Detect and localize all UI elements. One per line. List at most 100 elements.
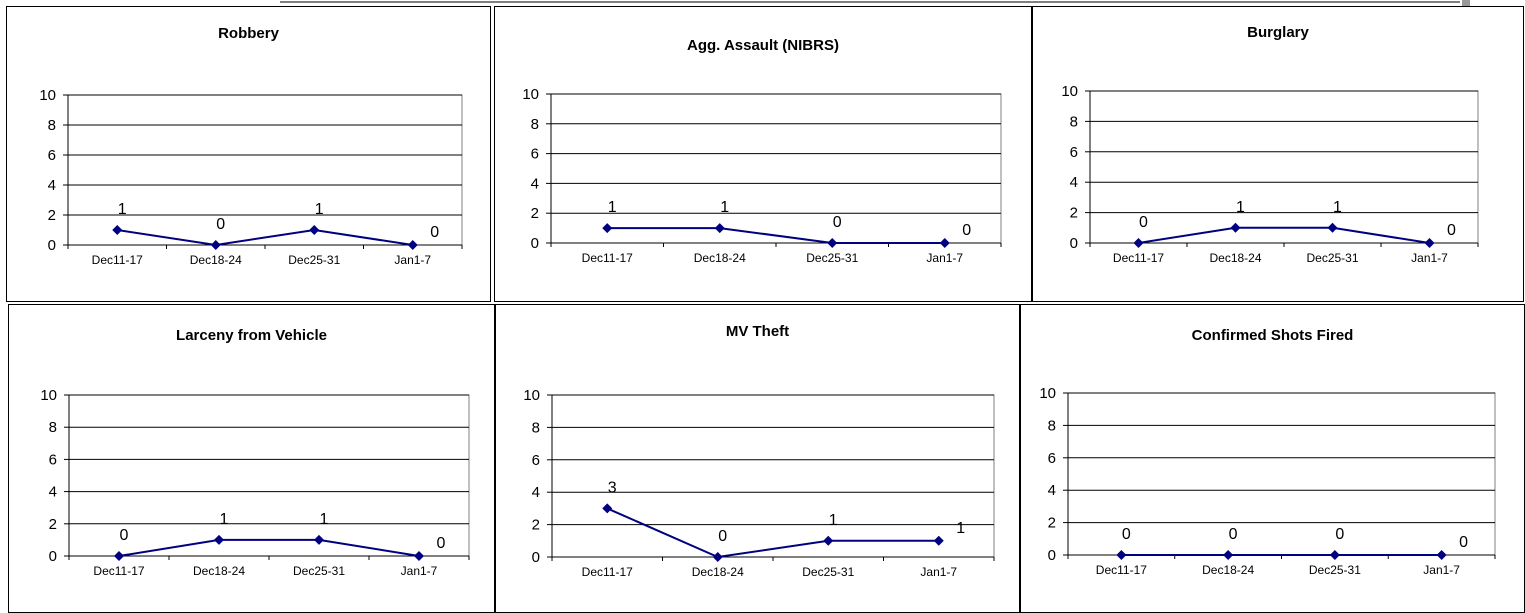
x-tick-label: Dec11-17 bbox=[1096, 563, 1147, 577]
data-point bbox=[112, 225, 123, 235]
data-point bbox=[1327, 222, 1338, 233]
y-tick-label: 4 bbox=[49, 484, 57, 501]
data-point bbox=[1329, 550, 1340, 560]
chart-title: Confirmed Shots Fired bbox=[1191, 327, 1354, 344]
data-point bbox=[407, 240, 418, 250]
x-tick-label: Jan1-7 bbox=[926, 251, 963, 265]
series-line bbox=[606, 507, 939, 559]
data-label: 0 bbox=[962, 222, 971, 239]
y-tick-label: 2 bbox=[48, 207, 56, 224]
y-tick-label: 6 bbox=[531, 146, 539, 163]
plot-area bbox=[551, 394, 995, 558]
data-label: 0 bbox=[216, 216, 225, 233]
data-label: 1 bbox=[829, 512, 838, 529]
plot-area bbox=[68, 394, 470, 557]
y-tick-label: 0 bbox=[49, 548, 57, 565]
data-label: 0 bbox=[437, 535, 446, 552]
y-tick-label: 4 bbox=[48, 177, 56, 194]
chart-panel-mv-theft: MV Theft 0 2 4 6 8 10 Dec11-17 Dec18-24 Dec25-31… bbox=[495, 304, 1020, 613]
y-tick-label: 10 bbox=[522, 86, 539, 103]
y-tick-label: 10 bbox=[1039, 385, 1056, 402]
data-point bbox=[414, 551, 424, 561]
chart-title: Burglary bbox=[1247, 24, 1309, 41]
y-tick-label: 0 bbox=[1070, 235, 1078, 252]
y-tick-label: 6 bbox=[48, 147, 56, 164]
data-label: 1 bbox=[315, 201, 324, 218]
data-point bbox=[1116, 550, 1127, 560]
x-tick-label: Dec11-17 bbox=[93, 564, 144, 578]
y-tick-label: 2 bbox=[49, 516, 57, 533]
x-tick-label: Dec25-31 bbox=[288, 253, 340, 267]
series-line bbox=[607, 227, 945, 244]
chart-svg: 0 2 4 6 8 10 Dec11-17 Dec18-24 Dec25-31 Jan1-7 0 0 0… bbox=[1039, 385, 1496, 577]
x-tick-label: Dec25-31 bbox=[1306, 251, 1358, 265]
data-label: 0 bbox=[718, 528, 727, 545]
data-label: 0 bbox=[430, 224, 439, 241]
data-point bbox=[933, 535, 944, 546]
y-tick-label: 8 bbox=[48, 117, 56, 134]
y-tick-label: 0 bbox=[532, 549, 540, 566]
data-point bbox=[823, 535, 834, 546]
data-point bbox=[827, 238, 838, 248]
x-tick-label: Dec25-31 bbox=[1309, 563, 1361, 577]
y-tick-label: 8 bbox=[531, 116, 539, 133]
x-tick-label: Jan1-7 bbox=[1411, 251, 1448, 265]
data-point bbox=[214, 534, 224, 545]
data-label: 0 bbox=[833, 214, 842, 231]
y-tick-label: 0 bbox=[48, 237, 56, 254]
chart-panel-burglary: Burglary 0 2 4 6 8 10 Dec11-17 Dec18-24 Dec25-31… bbox=[1032, 6, 1524, 302]
x-tick-label: Jan1-7 bbox=[1423, 563, 1460, 577]
x-tick-label: Dec18-24 bbox=[1202, 563, 1254, 577]
x-tick-label: Dec18-24 bbox=[1209, 251, 1261, 265]
chart-panel-larceny-from-vehicle: Larceny from Vehicle 0 2 4 6 8 10 Dec11-17 Dec1… bbox=[8, 304, 495, 613]
data-label: 0 bbox=[120, 527, 129, 544]
data-label: 3 bbox=[608, 479, 617, 496]
data-label: 1 bbox=[608, 199, 617, 216]
y-tick-label: 6 bbox=[1048, 450, 1056, 467]
y-tick-label: 6 bbox=[49, 451, 57, 468]
x-tick-label: Dec18-24 bbox=[190, 253, 242, 267]
top-border-line bbox=[280, 0, 1470, 6]
data-label: 0 bbox=[1229, 526, 1238, 543]
x-tick-label: Dec11-17 bbox=[582, 565, 633, 579]
chart-title: Larceny from Vehicle bbox=[176, 327, 327, 344]
data-point bbox=[1424, 238, 1435, 248]
y-tick-label: 0 bbox=[1048, 547, 1056, 564]
data-point bbox=[939, 238, 950, 248]
data-point bbox=[714, 223, 725, 234]
y-tick-label: 10 bbox=[39, 87, 56, 104]
x-tick-label: Dec11-17 bbox=[1113, 251, 1164, 265]
chart-title: MV Theft bbox=[725, 323, 790, 340]
y-tick-label: 4 bbox=[1070, 174, 1078, 191]
x-tick-label: Dec18-24 bbox=[692, 565, 744, 579]
data-point bbox=[1230, 222, 1241, 233]
data-label: 0 bbox=[1447, 222, 1456, 239]
y-tick-label: 2 bbox=[1048, 515, 1056, 532]
chart-title: Robbery bbox=[218, 25, 279, 42]
x-tick-label: Jan1-7 bbox=[394, 253, 431, 267]
y-tick-label: 8 bbox=[49, 419, 57, 436]
chart-panel-agg-assault: Agg. Assault (NIBRS) 0 2 4 6 8 10 Dec11-17 Dec1… bbox=[494, 6, 1032, 302]
data-point bbox=[1436, 550, 1447, 560]
data-label: 1 bbox=[1333, 199, 1342, 216]
data-point bbox=[309, 225, 320, 235]
y-tick-label: 4 bbox=[531, 175, 539, 192]
data-point bbox=[1223, 550, 1234, 560]
data-label: 0 bbox=[1459, 534, 1468, 551]
chart-panel-confirmed-shots-fired: Confirmed Shots Fired 0 2 4 6 8 10 Dec11-17 Dec… bbox=[1020, 304, 1525, 613]
x-tick-label: Dec18-24 bbox=[694, 251, 746, 265]
data-label: 0 bbox=[1139, 214, 1148, 231]
data-label: 1 bbox=[1236, 199, 1245, 216]
chart-svg: 0 2 4 6 8 10 Dec11-17 Dec18-24 Dec25-31 Jan1-7 3 0 1… bbox=[523, 387, 995, 579]
plot-area bbox=[1067, 392, 1496, 556]
y-tick-label: 2 bbox=[1070, 205, 1078, 222]
data-point bbox=[602, 503, 613, 514]
data-label: 0 bbox=[1122, 526, 1131, 543]
data-point bbox=[210, 240, 221, 250]
y-tick-label: 6 bbox=[532, 452, 540, 469]
chart-panel-robbery: Robbery 0 2 4 6 8 10 Dec11-17 Dec18-24 Dec25-31 J… bbox=[6, 6, 491, 302]
data-label: 1 bbox=[118, 201, 127, 218]
